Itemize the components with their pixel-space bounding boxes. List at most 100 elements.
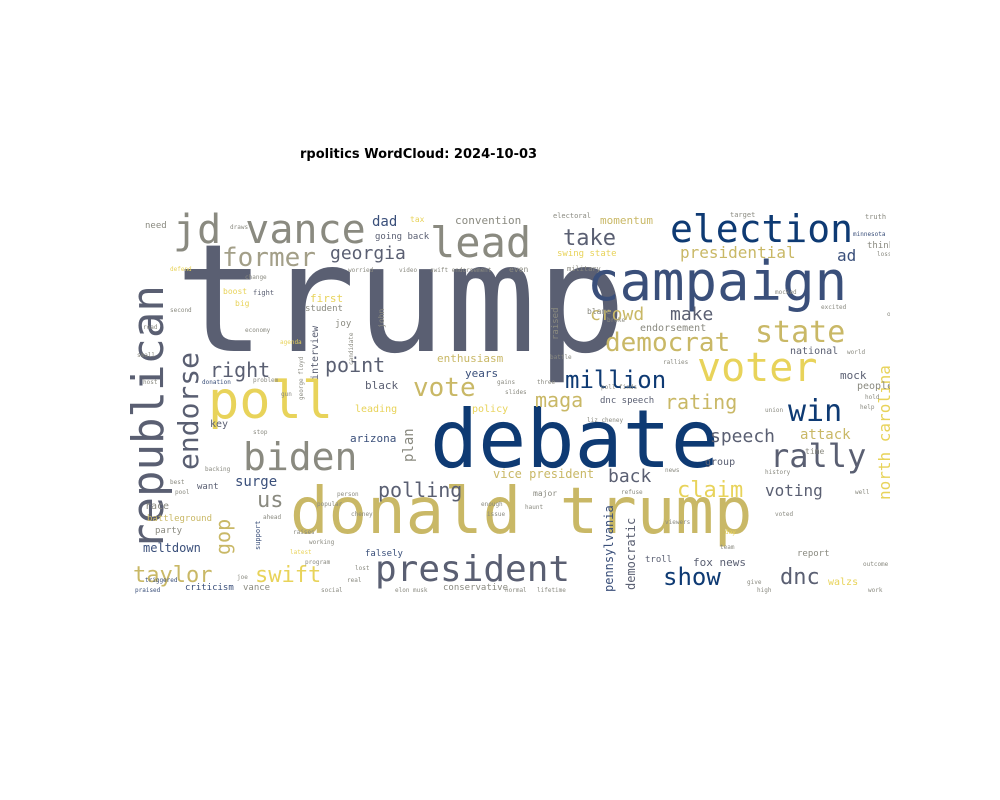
word-team: team (720, 544, 735, 551)
word-speech: speech (710, 426, 776, 447)
word-battle: battle (550, 354, 572, 361)
word-backing: backing (205, 466, 231, 473)
word-elon-musk: elon musk (395, 587, 428, 594)
word-lead: lead (430, 218, 532, 267)
word-voting: voting (765, 481, 823, 500)
word-union: union (765, 407, 784, 414)
word-voted: voted (775, 511, 794, 518)
word-black: black (365, 379, 399, 392)
word-normal: normal (505, 587, 527, 594)
word-vance: vance (243, 583, 271, 593)
word-draws: draws (230, 224, 249, 231)
word-point: point (325, 353, 386, 377)
word-right: right (210, 358, 271, 382)
word-raised: raised (551, 307, 561, 340)
word-pennsylvania: pennsylvania (602, 505, 616, 592)
word-dad: dad (372, 214, 398, 230)
word-battleground: battleground (147, 514, 213, 524)
word-election: election (670, 207, 854, 251)
word-well: well (855, 489, 870, 496)
word-biden: biden (243, 435, 358, 479)
word-swing-state: swing state (557, 249, 617, 259)
word-working: working (309, 539, 335, 546)
word-change: change (245, 274, 267, 281)
word-host: host (143, 379, 158, 386)
word-hold: hold (865, 394, 880, 401)
word-think: think (867, 241, 890, 251)
word-vice-president: vice president (493, 467, 595, 481)
word-program: program (305, 559, 331, 566)
word-problem: problem (253, 377, 279, 384)
word-defend: defend (170, 266, 192, 273)
word-candidate: candidate (348, 332, 355, 365)
word-swift-endorsement: swift endorsement (430, 267, 492, 274)
word-rally: rally (770, 437, 867, 475)
word-state: state (755, 315, 846, 350)
word-excited: excited (821, 304, 847, 311)
word-road: road (143, 324, 158, 331)
word-show: show (663, 563, 721, 591)
word-jd-vance: jd vance (173, 207, 366, 253)
word-issue: issue (487, 511, 506, 518)
word-gop: gop (211, 518, 235, 555)
word-day: day (725, 529, 736, 536)
word-target: target (730, 211, 756, 219)
word-poll: poll (208, 371, 334, 431)
chart-title: rpolitics WordCloud: 2024-10-03 (300, 147, 538, 162)
word-joe: joe (237, 574, 248, 581)
word-first: first (310, 292, 344, 305)
word-haunt: haunt (525, 504, 544, 511)
word-interview: interview (310, 325, 321, 380)
word-presidential: presidential (680, 243, 796, 262)
word-debate: debate (430, 393, 719, 486)
word-boost: boost (223, 287, 248, 296)
word-donation: donation (202, 379, 231, 386)
word-high: high (757, 587, 772, 594)
word-ad: ad (837, 246, 857, 265)
word-georgia: georgia (330, 243, 406, 264)
word-trump: trump (175, 213, 627, 387)
word-ahead: ahead (263, 514, 282, 521)
word-democrat: democrat (605, 328, 731, 358)
word-slides: slides (505, 389, 527, 396)
word-viewers: viewers (665, 519, 691, 526)
word-worried: worried (348, 267, 374, 274)
word-give: give (747, 579, 762, 586)
word-national: national (790, 346, 839, 357)
word-big: big (235, 299, 250, 308)
word-swift: swift (255, 563, 322, 588)
word-arizona: arizona (350, 432, 397, 445)
word-momentum: momentum (600, 214, 653, 227)
word-person: person (337, 491, 359, 498)
word-rating: rating (665, 390, 738, 414)
word-walzs: walzs (828, 577, 859, 588)
word-triggered: triggered (145, 577, 178, 584)
word-million: million (565, 366, 667, 394)
word-going-back: going back (375, 232, 430, 242)
word-plan: plan (401, 428, 417, 462)
word-support: support (254, 520, 262, 550)
word-vote: vote (413, 373, 476, 403)
word-race: race (145, 501, 170, 512)
word-social: social (321, 587, 343, 594)
word-endorsement: endorsement (640, 323, 707, 334)
word-need: need (145, 221, 167, 231)
word-one: one (887, 311, 890, 318)
word-even: even (509, 265, 529, 274)
word-student: student (305, 304, 343, 314)
word-mocked: mocked (775, 289, 797, 296)
word-convention: convention (455, 214, 522, 227)
word-three: three (537, 379, 556, 386)
word-president: president (375, 549, 571, 590)
word-lifetime: lifetime (537, 587, 566, 594)
word-tax: tax (410, 215, 425, 224)
word-electoral: electoral (553, 212, 591, 220)
word-lost: lost (355, 565, 370, 572)
word-years: years (465, 367, 499, 380)
word-outcome: outcome (863, 561, 889, 568)
word-praised: praised (135, 587, 161, 594)
word-cheney: cheney (351, 511, 373, 518)
word-agenda: agenda (280, 339, 302, 346)
word-news: news (665, 467, 680, 474)
word-popular: popular (317, 501, 343, 508)
